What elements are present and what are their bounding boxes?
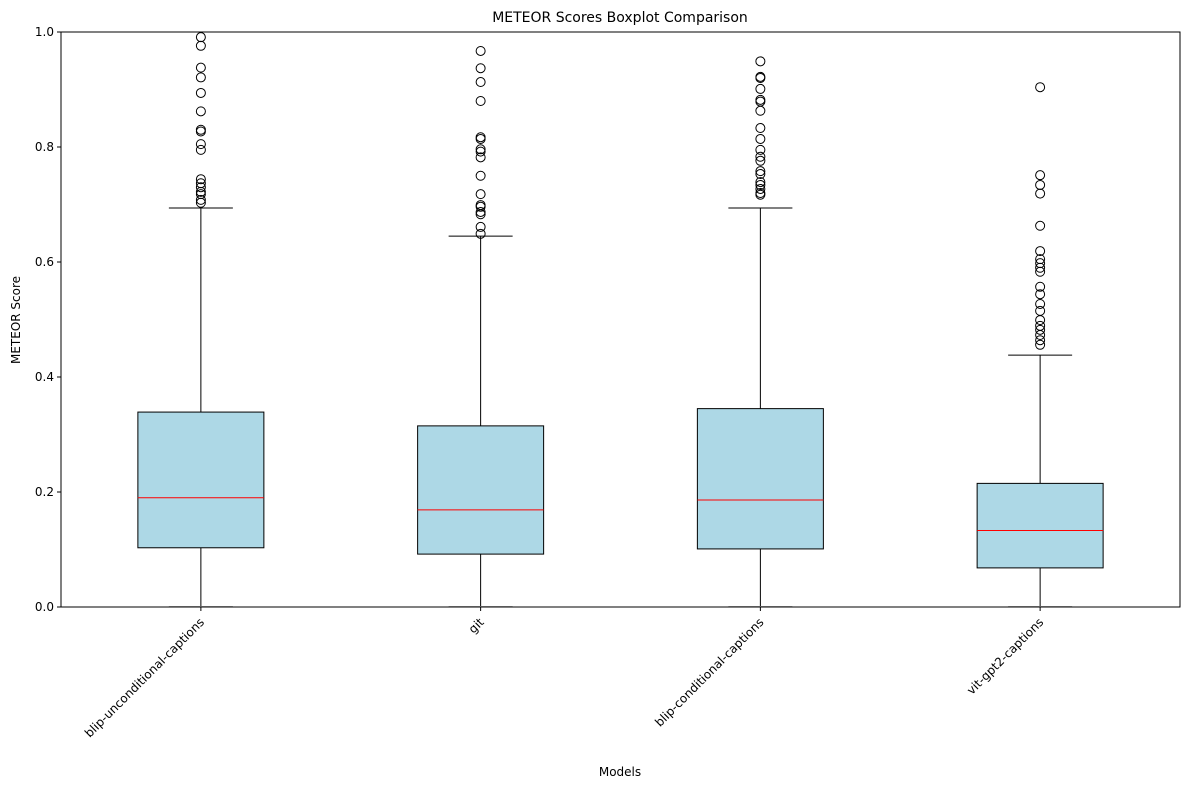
x-tick-label: vit-gpt2-captions [964, 615, 1046, 697]
flier-point [475, 170, 486, 181]
flier-point [1035, 188, 1046, 199]
box-group [696, 56, 824, 607]
flier-point [1035, 335, 1046, 346]
y-tick-label: 0.0 [35, 600, 54, 614]
flier-point [195, 139, 206, 150]
flier-point [1035, 262, 1046, 273]
flier-point [475, 221, 486, 232]
flier-point [755, 155, 766, 166]
flier-point [1035, 339, 1046, 350]
flier-point [1035, 179, 1046, 190]
flier-point [755, 151, 766, 162]
flier-point [475, 189, 486, 200]
flier-point [1035, 246, 1046, 257]
box-group [417, 45, 545, 607]
flier-point [1035, 298, 1046, 309]
flier-point [475, 45, 486, 56]
x-tick-label: blip-conditional-captions [652, 615, 766, 729]
flier-point [475, 152, 486, 163]
flier-point [475, 144, 486, 155]
flier-point [755, 177, 766, 188]
x-axis: blip-unconditional-captions git blip-condi… [82, 607, 1046, 740]
flier-point [755, 133, 766, 144]
flier-point [755, 83, 766, 94]
flier-point [475, 206, 486, 217]
flier-point [195, 186, 206, 197]
x-axis-label: Models [599, 765, 641, 779]
flier-point [755, 144, 766, 155]
flier-point [475, 77, 486, 88]
y-tick-label: 0.8 [35, 140, 54, 154]
box-group [976, 82, 1104, 607]
x-tick-label: blip-unconditional-captions [82, 615, 207, 740]
flier-point [195, 62, 206, 73]
flier-point [475, 209, 486, 220]
flier-point [195, 40, 206, 51]
flier-point [475, 96, 486, 106]
flier-point [195, 106, 206, 117]
flier-point [1035, 324, 1046, 335]
flier-point [755, 73, 766, 83]
flier-point [1035, 330, 1046, 341]
y-axis: 0.0 0.2 0.4 0.6 0.8 1.0 [35, 25, 61, 614]
flier-point [1035, 315, 1046, 326]
flier-point [755, 189, 766, 200]
y-axis-label: METEOR Score [9, 276, 23, 364]
flier-point [755, 123, 766, 134]
flier-point [755, 56, 766, 67]
box-group [137, 32, 265, 607]
flier-point [475, 146, 486, 157]
y-tick-label: 1.0 [35, 25, 54, 39]
box [417, 425, 545, 555]
y-tick-label: 0.4 [35, 370, 54, 384]
flier-point [1035, 266, 1046, 277]
box [696, 408, 824, 550]
chart-title: METEOR Scores Boxplot Comparison [492, 10, 748, 26]
flier-point [755, 169, 766, 180]
box [976, 482, 1104, 569]
flier-point [1035, 289, 1046, 300]
plot-frame [60, 31, 1181, 608]
flier-point [195, 87, 206, 98]
flier-point [755, 166, 766, 177]
flier-point [195, 32, 206, 43]
flier-point [475, 228, 486, 239]
box [137, 411, 265, 549]
flier-point [1035, 305, 1046, 316]
flier-point [1035, 170, 1046, 181]
flier-point [195, 126, 206, 137]
flier-point [195, 174, 206, 185]
flier-point [475, 63, 486, 74]
x-tick-label: git [466, 615, 487, 636]
flier-point [1035, 82, 1046, 93]
flier-point [195, 197, 206, 208]
flier-point [755, 183, 766, 194]
y-tick-label: 0.2 [35, 485, 54, 499]
flier-point [195, 194, 206, 205]
flier-point [755, 179, 766, 190]
y-tick-label: 0.6 [35, 255, 54, 269]
flier-point [475, 201, 486, 212]
flier-point [1035, 281, 1046, 292]
flier-point [195, 72, 206, 83]
flier-point [475, 133, 486, 144]
flier-point [195, 144, 206, 155]
flier-point [1035, 220, 1046, 231]
flier-point [195, 182, 206, 193]
flier-point [755, 105, 766, 116]
plot-area [137, 32, 1104, 607]
